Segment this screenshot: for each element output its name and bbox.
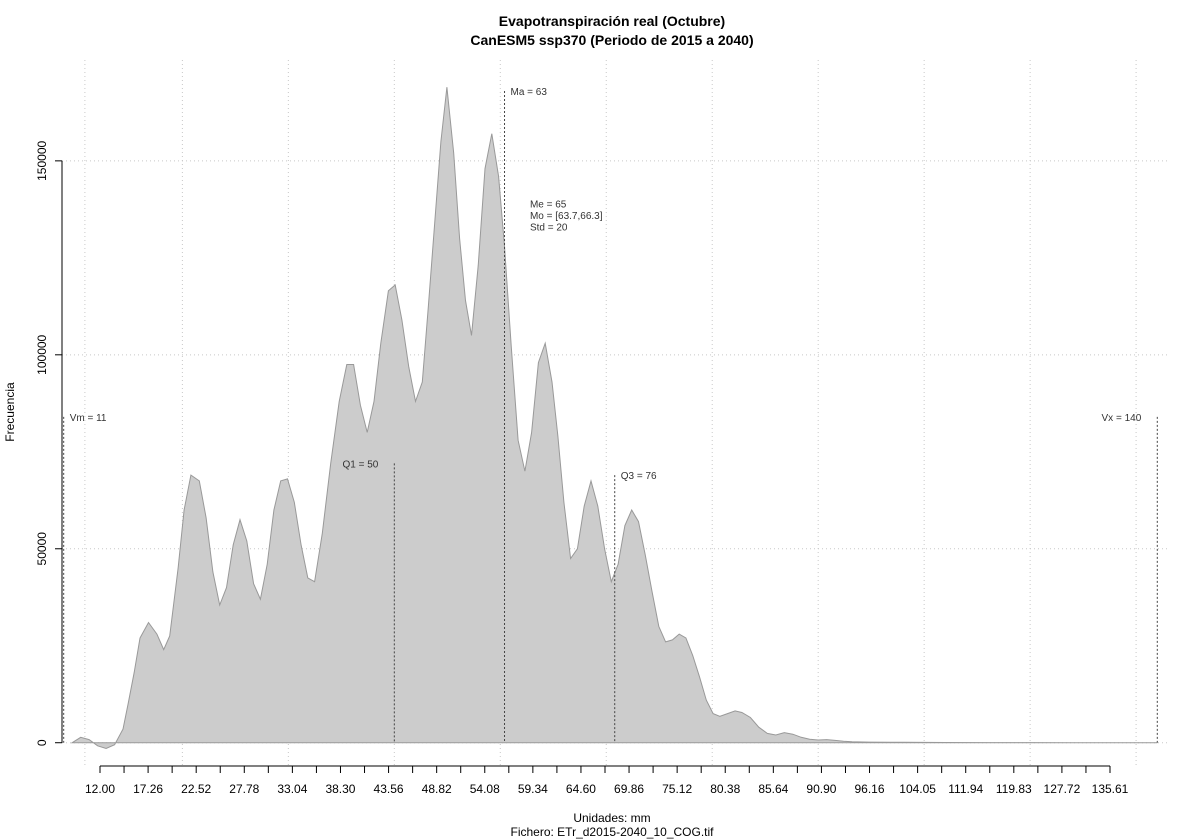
x-tick-label: 75.12 — [662, 782, 692, 796]
x-tick-label: 22.52 — [181, 782, 211, 796]
axes: 0 50000 100000 150000 12.00 17.26 22.52 27.78 33… — [35, 141, 1129, 796]
chart-title: Evapotranspiración real (Octubre) — [499, 13, 725, 29]
y-axis-label: Frecuencia — [3, 382, 17, 442]
x-tick-label: 59.34 — [518, 782, 548, 796]
statistic-markers: Vm = 11 Q1 = 50 Ma = 63 Q3 = 76 Vx = 140 Me =… — [63, 87, 1158, 743]
x-tick-label: 104.05 — [899, 782, 936, 796]
x-tick-label: 54.08 — [470, 782, 500, 796]
chart-subtitle: CanESM5 ssp370 (Periodo de 2015 a 2040) — [470, 32, 753, 48]
stat-label: Vx = 140 — [1102, 413, 1142, 424]
density-area-path — [70, 87, 1158, 750]
stat-label: Ma = 63 — [511, 87, 548, 98]
stat-label: Vm = 11 — [70, 413, 107, 424]
stat-label: Q3 = 76 — [621, 471, 657, 482]
x-tick-label: 12.00 — [85, 782, 115, 796]
file-caption: Fichero: ETr_d2015-2040_10_COG.tif — [511, 825, 715, 839]
x-tick-label: 80.38 — [710, 782, 740, 796]
x-tick-label: 48.82 — [422, 782, 452, 796]
x-tick-label: 43.56 — [374, 782, 404, 796]
x-tick-label: 69.86 — [614, 782, 644, 796]
x-tick-label: 85.64 — [758, 782, 788, 796]
stats-label: Me = 65 — [530, 199, 567, 210]
x-tick-label: 17.26 — [133, 782, 163, 796]
x-tick-label: 33.04 — [277, 782, 307, 796]
y-tick-label: 0 — [35, 739, 49, 746]
x-tick-label: 27.78 — [229, 782, 259, 796]
x-tick-label: 96.16 — [855, 782, 885, 796]
x-tick-label: 127.72 — [1044, 782, 1081, 796]
y-tick-label: 100000 — [35, 334, 49, 374]
y-tick-label: 50000 — [35, 532, 49, 566]
x-tick-label: 38.30 — [325, 782, 355, 796]
x-tick-label: 64.60 — [566, 782, 596, 796]
stats-label: Mo = [63.7,66.3] — [530, 211, 603, 222]
y-tick-label: 150000 — [35, 141, 49, 181]
stat-label: Q1 = 50 — [342, 459, 378, 470]
density-area — [70, 87, 1158, 750]
x-tick-label: 90.90 — [806, 782, 836, 796]
x-tick-label: 135.61 — [1092, 782, 1129, 796]
stats-label: Std = 20 — [530, 222, 568, 233]
x-tick-label: 111.94 — [948, 782, 983, 796]
x-axis-label: Unidades: mm — [573, 811, 650, 825]
x-tick-label: 119.83 — [996, 782, 1032, 796]
